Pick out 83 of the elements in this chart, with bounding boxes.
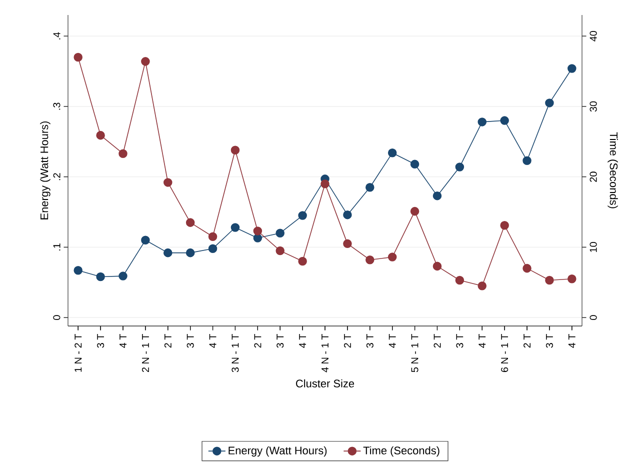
point [500,221,509,230]
x-tick-label: 4 T [209,334,216,348]
legend-label: Energy (Watt Hours) [228,446,327,457]
point [478,282,487,290]
point [522,264,532,273]
point [500,116,509,125]
x-tick-label: 2 T [164,334,172,348]
point [568,274,576,284]
point [230,223,240,232]
point [164,178,172,187]
y-tick-label: .2 [53,173,60,180]
y2-tick-label: 0 [590,315,597,320]
y2-tick-label: 10 [590,242,597,252]
point [432,191,442,200]
point [253,234,262,242]
x-tick-label: 1 N - 2 T [74,334,82,372]
x-tick-label: 4 T [478,334,486,348]
point [343,239,352,248]
point [276,246,284,256]
point [186,248,195,258]
point [118,149,128,158]
x-tick-label: 2 T [434,334,441,348]
point [253,226,262,236]
x-tick-label: 2 T [524,334,530,348]
x-tick-label: 3 T [546,334,553,348]
y-tick-label: 0 [53,315,60,320]
point [118,272,128,280]
legend-label: Time (Seconds) [363,446,440,457]
point [366,183,374,192]
point [366,255,374,264]
point [410,160,420,169]
point [522,156,532,166]
x-tick-label: 4 T [299,334,306,348]
point [230,146,240,154]
point [96,272,105,282]
x-tick-label: 4 N - 1 T [322,334,328,372]
y2-axis-title: Time (Seconds) [608,132,618,208]
y-axis-title: Energy (Watt Hours) [40,121,50,220]
x-tick-label: 3 N - 1 T [232,334,239,372]
y2-tick-label: 40 [590,30,597,42]
point [320,179,330,188]
point [186,218,195,227]
point [208,232,218,242]
x-tick-label: 4 T [568,334,576,348]
x-tick-label: 6 N - 1 T [501,334,508,372]
point [141,57,150,66]
point [545,98,554,108]
point [432,262,442,271]
y-tick-label: .1 [53,244,60,250]
x-tick-label: 2 N - 1 T [142,334,149,372]
point [343,210,352,220]
x-tick-label: 3 T [276,334,284,348]
point [455,276,464,285]
x-tick-label: 3 T [97,334,104,348]
point [276,228,284,238]
point [96,130,105,140]
point [164,248,172,258]
y-tick-label: .4 [53,32,60,40]
x-tick-label: 4 T [388,334,396,348]
point [388,252,397,262]
point [455,162,464,172]
y2-tick-label: 20 [590,172,597,182]
x-tick-label: 2 T [254,334,262,348]
x-tick-label: 3 T [366,334,374,348]
x-tick-label: 5 N - 1 T [411,334,418,372]
point [410,206,420,216]
point [388,148,397,158]
x-tick-label: 3 T [456,334,464,348]
point [208,244,218,253]
x-tick-label: 3 T [186,334,194,348]
point [74,266,82,275]
y2-tick-label: 30 [590,101,597,112]
point [478,118,487,126]
point [298,256,307,266]
y-tick-label: .3 [53,102,60,110]
point [141,236,150,245]
point [74,52,82,62]
x-axis-title: Cluster Size [296,379,354,388]
point [568,64,576,73]
point [545,276,554,285]
x-tick-label: 2 T [344,334,351,348]
x-tick-label: 4 T [120,334,126,348]
point [298,211,307,220]
